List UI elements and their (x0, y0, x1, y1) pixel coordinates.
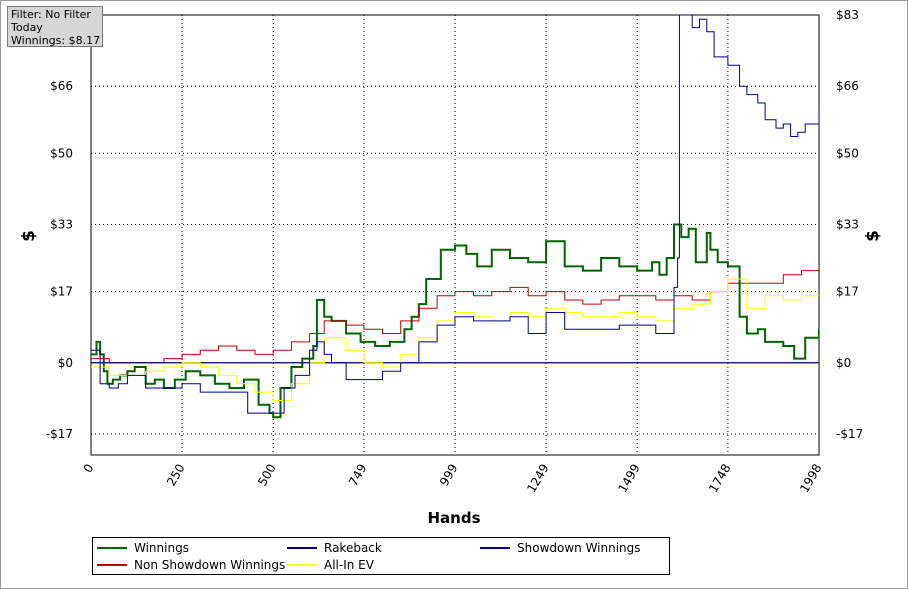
y-tick-label-left: $17 (50, 285, 73, 299)
series-line-non-showdown-winnings (91, 270, 819, 364)
winnings-label: Winnings: $8.17 (11, 34, 101, 47)
legend-swatch-non-showdown-winnings (97, 564, 127, 566)
legend-item-rakeback: Rakeback (287, 540, 382, 556)
y-tick-label-left: $33 (50, 218, 73, 232)
y-tick-label-left: $50 (50, 146, 73, 160)
y-tick-label-right: $66 (836, 79, 859, 93)
grid (91, 15, 819, 455)
legend-swatch-showdown-winnings (480, 547, 510, 549)
legend-label-non-showdown-winnings: Non Showdown Winnings (134, 558, 286, 572)
y-tick-label-right: $17 (836, 285, 859, 299)
y-tick-label-right: -$17 (836, 427, 863, 441)
legend-item-all-in-ev: All-In EV (287, 557, 374, 573)
legend-label-showdown-winnings: Showdown Winnings (517, 541, 641, 555)
legend-label-winnings: Winnings (134, 541, 189, 555)
plot-area-border (90, 14, 820, 456)
y-axis-title-right: $ (863, 230, 883, 242)
x-tick-label: 749 (346, 462, 370, 489)
legend-item-showdown-winnings: Showdown Winnings (480, 540, 641, 556)
x-tick-label: 1249 (524, 462, 551, 495)
y-tick-label-right: $50 (836, 146, 859, 160)
y-tick-label-right: $0 (836, 356, 851, 370)
y-axis-title-left: $ (19, 230, 39, 242)
x-tick-label: 250 (164, 462, 188, 489)
legend-label-all-in-ev: All-In EV (324, 558, 374, 572)
y-tick-label-left: $66 (50, 79, 73, 93)
x-tick-label: 1748 (706, 462, 733, 495)
legend-label-rakeback: Rakeback (324, 541, 382, 555)
x-axis-title: Hands (427, 509, 480, 527)
legend-item-non-showdown-winnings: Non Showdown Winnings (97, 557, 285, 573)
y-tick-label-left: -$17 (46, 427, 73, 441)
filter-info-box: Filter: No Filter Today Winnings: $8.17 (7, 6, 103, 47)
y-tick-label-left: $0 (58, 356, 73, 370)
x-tick-label: 1499 (615, 462, 642, 495)
legend: Winnings Rakeback Showdown Winnings Non … (92, 537, 670, 575)
filter-label: Filter: No Filter (11, 8, 91, 21)
series-line-showdown-winnings (91, 15, 819, 414)
legend-item-winnings: Winnings (97, 540, 189, 556)
series-lines (91, 15, 819, 419)
axes (90, 14, 820, 456)
y-tick-label-right: $33 (836, 218, 859, 232)
x-tick-label: 500 (255, 462, 279, 489)
legend-swatch-all-in-ev (287, 564, 317, 566)
legend-swatch-rakeback (287, 547, 317, 549)
y-tick-label-right: $83 (836, 8, 859, 22)
legend-swatch-winnings (97, 547, 127, 549)
x-tick-label: 0 (81, 462, 97, 476)
period-label: Today (11, 21, 43, 34)
x-tick-label: 999 (437, 462, 461, 489)
x-tick-label: 1998 (797, 462, 824, 495)
